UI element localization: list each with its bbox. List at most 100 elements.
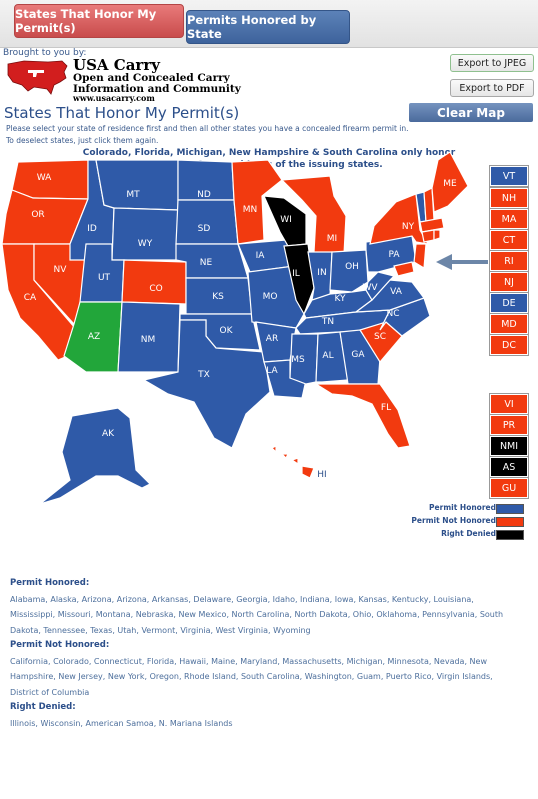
state-box-ri[interactable]: RI bbox=[489, 250, 529, 272]
state-ne-nj[interactable] bbox=[413, 243, 427, 270]
state-hi[interactable] bbox=[270, 445, 315, 479]
instruction-line: To deselect states, just click them agai… bbox=[6, 136, 159, 145]
state-sd[interactable] bbox=[175, 199, 239, 245]
tab-permits-honored-by-state[interactable]: Permits Honored by State bbox=[186, 10, 350, 44]
instruction-line: Please select your state of residence fi… bbox=[6, 124, 409, 133]
state-co[interactable] bbox=[121, 259, 187, 305]
label-NM: NM bbox=[141, 335, 156, 345]
legend-swatch bbox=[496, 530, 524, 540]
usa-carry-logo-icon bbox=[7, 60, 68, 95]
state-box-vt[interactable]: VT bbox=[489, 165, 529, 187]
state-me[interactable] bbox=[431, 151, 469, 213]
label-WA: WA bbox=[37, 173, 52, 183]
export-jpeg-button[interactable]: Export to JPEG bbox=[450, 54, 534, 72]
state-ne-ri[interactable] bbox=[433, 229, 441, 241]
label-MI: MI bbox=[327, 234, 337, 244]
not-honored-line: California, Colorado, Connecticut, Flori… bbox=[10, 656, 487, 666]
top-tab-bar: States That Honor My Permit(s) Permits H… bbox=[0, 0, 538, 48]
export-pdf-button[interactable]: Export to PDF bbox=[450, 79, 534, 97]
state-ak[interactable] bbox=[39, 407, 152, 505]
denied-line: Illinois, Wisconsin, American Samoa, N. … bbox=[10, 718, 233, 728]
state-wv[interactable] bbox=[365, 271, 396, 302]
state-tx[interactable] bbox=[142, 319, 271, 449]
instructions: Please select your state of residence fi… bbox=[6, 123, 409, 147]
not-honored-line: District of Columbia bbox=[10, 687, 90, 697]
state-ne-ma[interactable] bbox=[419, 217, 445, 233]
state-box-md[interactable]: MD bbox=[489, 313, 529, 335]
honored-line: Alabama, Alaska, Arizona, Arizona, Arkan… bbox=[10, 594, 474, 604]
legend-not-honored: Permit Not Honored bbox=[380, 516, 538, 528]
clear-map-button[interactable]: Clear Map bbox=[409, 103, 533, 122]
state-wy[interactable] bbox=[111, 207, 179, 261]
state-ny[interactable] bbox=[369, 193, 430, 245]
state-box-nh[interactable]: NH bbox=[489, 187, 529, 209]
label-WV: WV bbox=[362, 283, 378, 293]
logo-line-2: Information and Community bbox=[73, 82, 241, 95]
honored-line: Mississippi, Missouri, Montana, Nebraska… bbox=[10, 610, 504, 619]
us-map: WA OR CA NV ID MT WY UT CO AZ NM ND SD N… bbox=[1, 151, 488, 505]
not-honored-line: Hampshire, New Jersey, New York, Oregon,… bbox=[10, 672, 493, 681]
state-mn[interactable] bbox=[231, 159, 283, 245]
label-AK: AK bbox=[102, 429, 115, 439]
state-mt[interactable] bbox=[95, 159, 179, 211]
label-AL: AL bbox=[322, 351, 333, 361]
label-PA: PA bbox=[388, 250, 400, 260]
denied-heading: Right Denied: bbox=[10, 702, 76, 712]
label-IA: IA bbox=[256, 251, 266, 261]
label-NY: NY bbox=[402, 222, 415, 232]
page-title: States That Honor My Permit(s) bbox=[4, 104, 240, 122]
territory-box-vi[interactable]: VI bbox=[489, 393, 529, 415]
label-SC: SC bbox=[374, 332, 386, 342]
state-ms[interactable] bbox=[289, 333, 319, 385]
label-MT: MT bbox=[126, 190, 140, 200]
label-AR: AR bbox=[266, 334, 278, 344]
label-MN: MN bbox=[243, 205, 258, 215]
territory-box-as[interactable]: AS bbox=[489, 456, 529, 478]
state-box-de[interactable]: DE bbox=[489, 292, 529, 314]
label-KY: KY bbox=[334, 294, 346, 304]
label-MO: MO bbox=[263, 292, 278, 302]
label-MS: MS bbox=[291, 355, 305, 365]
state-box-nj[interactable]: NJ bbox=[489, 271, 529, 293]
label-TX: TX bbox=[197, 370, 210, 380]
label-HI: HI bbox=[317, 470, 326, 480]
label-KS: KS bbox=[212, 292, 224, 302]
logo-line-1: Open and Concealed Carry bbox=[73, 72, 230, 84]
state-il[interactable] bbox=[283, 243, 315, 316]
label-WI: WI bbox=[280, 215, 292, 225]
territory-box-nmi[interactable]: NMI bbox=[489, 435, 529, 457]
state-fl[interactable] bbox=[313, 383, 411, 449]
label-NC: NC bbox=[386, 309, 399, 319]
territory-box-pr[interactable]: PR bbox=[489, 414, 529, 436]
label-IN: IN bbox=[317, 268, 326, 278]
state-box-dc[interactable]: DC bbox=[489, 334, 529, 356]
legend-honored: Permit Honored bbox=[380, 503, 538, 515]
legend-label: Right Denied bbox=[441, 529, 496, 538]
tab-states-that-honor[interactable]: States That Honor My Permit(s) bbox=[14, 4, 184, 38]
logo-url: www.usacarry.com bbox=[73, 93, 155, 103]
honored-line: Dakota, Tennessee, Texas, Utah, Vermont,… bbox=[10, 625, 311, 635]
state-al[interactable] bbox=[315, 331, 349, 383]
label-UT: UT bbox=[98, 273, 111, 283]
usa-carry-logo[interactable]: USA Carry Open and Concealed Carry Infor… bbox=[73, 58, 241, 103]
label-NV: NV bbox=[54, 265, 68, 275]
label-CA: CA bbox=[24, 293, 37, 303]
label-SD: SD bbox=[198, 224, 211, 234]
label-WY: WY bbox=[138, 239, 153, 249]
legend-label: Permit Honored bbox=[429, 503, 496, 512]
not-honored-heading: Permit Not Honored: bbox=[10, 640, 110, 650]
state-ga[interactable] bbox=[339, 329, 381, 385]
legend-swatch bbox=[496, 504, 524, 514]
label-AZ: AZ bbox=[88, 332, 100, 342]
label-CO: CO bbox=[149, 284, 162, 294]
state-ne-md[interactable] bbox=[393, 261, 415, 277]
label-ME: ME bbox=[443, 179, 457, 189]
state-ne-ct[interactable] bbox=[421, 229, 435, 243]
label-GA: GA bbox=[351, 350, 365, 360]
state-oh[interactable] bbox=[329, 249, 369, 293]
state-mo[interactable] bbox=[247, 265, 305, 329]
territory-box-gu[interactable]: GU bbox=[489, 477, 529, 499]
legend-swatch bbox=[496, 517, 524, 527]
state-box-ct[interactable]: CT bbox=[489, 229, 529, 251]
state-box-ma[interactable]: MA bbox=[489, 208, 529, 230]
